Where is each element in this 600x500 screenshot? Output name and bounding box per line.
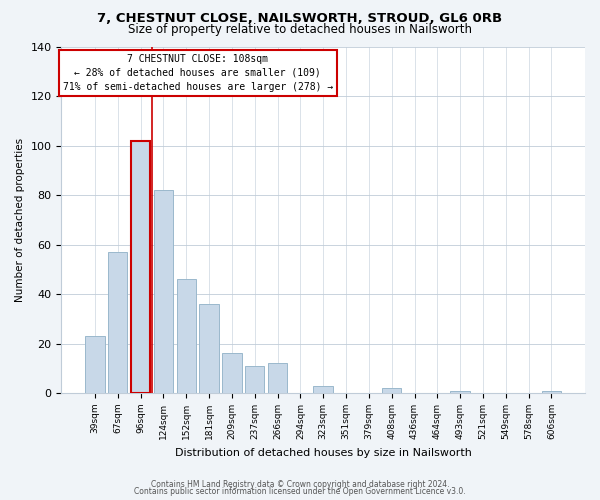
Text: Contains public sector information licensed under the Open Government Licence v3: Contains public sector information licen… <box>134 488 466 496</box>
Bar <box>451 390 470 393</box>
Bar <box>131 140 150 393</box>
Text: Size of property relative to detached houses in Nailsworth: Size of property relative to detached ho… <box>128 22 472 36</box>
X-axis label: Distribution of detached houses by size in Nailsworth: Distribution of detached houses by size … <box>175 448 472 458</box>
Bar <box>222 354 242 393</box>
Text: Contains HM Land Registry data © Crown copyright and database right 2024.: Contains HM Land Registry data © Crown c… <box>151 480 449 489</box>
Bar <box>268 364 287 393</box>
Bar <box>176 279 196 393</box>
Bar <box>382 388 401 393</box>
Text: 7, CHESTNUT CLOSE, NAILSWORTH, STROUD, GL6 0RB: 7, CHESTNUT CLOSE, NAILSWORTH, STROUD, G… <box>97 12 503 26</box>
Bar <box>199 304 219 393</box>
Bar <box>245 366 265 393</box>
Bar <box>85 336 104 393</box>
Bar <box>108 252 127 393</box>
Bar <box>154 190 173 393</box>
Bar <box>542 390 561 393</box>
Y-axis label: Number of detached properties: Number of detached properties <box>15 138 25 302</box>
Bar <box>313 386 333 393</box>
Text: 7 CHESTNUT CLOSE: 108sqm
← 28% of detached houses are smaller (109)
71% of semi-: 7 CHESTNUT CLOSE: 108sqm ← 28% of detach… <box>62 54 333 92</box>
